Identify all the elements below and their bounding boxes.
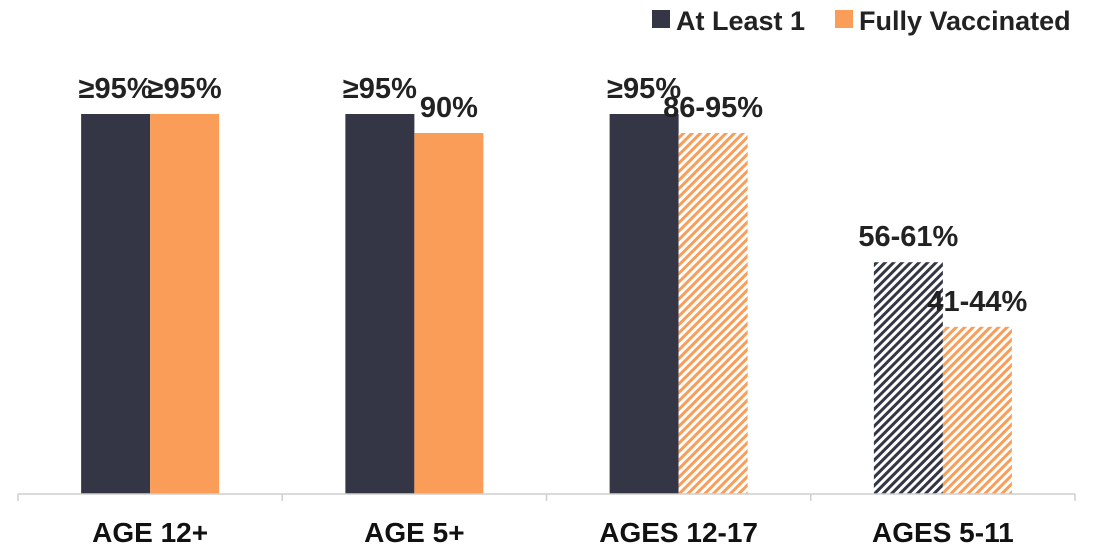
data-label-fully-vaccinated-ages-12-17: 86-95%	[663, 92, 763, 124]
data-label-at-least-1-ages-12-17: ≥95%	[607, 73, 681, 105]
legend-label-fully-vaccinated: Fully Vaccinated	[859, 6, 1071, 36]
legend-swatch-fully-vaccinated	[835, 10, 853, 28]
category-label-ages-5-11: AGES 5-11	[872, 517, 1014, 548]
legend: At Least 1 Fully Vaccinated	[652, 6, 1071, 36]
bar-fully-vaccinated-age-12	[150, 114, 220, 494]
data-label-at-least-1-ages-5-11: 56-61%	[858, 221, 958, 253]
bar-at-least-1-ages-12-17	[609, 114, 679, 494]
data-label-at-least-1-age-5: ≥95%	[343, 73, 417, 105]
x-axis-labels: AGE 12+ AGE 5+ AGES 12-17 AGES 5-11	[92, 517, 1014, 548]
category-label-age-12: AGE 12+	[92, 517, 208, 548]
data-labels: ≥95%≥95% ≥95%90%≥95%86-95%56-61%41-44%	[79, 73, 1028, 318]
bar-fully-vaccinated-age-5	[414, 133, 484, 494]
bar-group	[81, 114, 1012, 494]
bar-at-least-1-ages-5-11	[873, 262, 943, 494]
bar-fully-vaccinated-ages-5-11	[942, 326, 1012, 494]
bar-at-least-1-age-5	[345, 114, 415, 494]
legend-label-at-least-1: At Least 1	[676, 6, 805, 36]
bar-fully-vaccinated-ages-12-17	[678, 133, 748, 494]
data-label-fully-vaccinated-ages-5-11: 41-44%	[927, 286, 1027, 318]
data-label-fully-vaccinated-age-5: 90%	[420, 92, 478, 124]
category-label-ages-12-17: AGES 12-17	[599, 517, 758, 548]
data-label-at-least-1-age-12: ≥95%	[79, 73, 153, 105]
data-label-fully-vaccinated-age-12: ≥95%	[148, 73, 222, 105]
x-axis-ticks	[17, 494, 1076, 501]
bar-at-least-1-age-12	[81, 114, 151, 494]
category-label-age-5: AGE 5+	[364, 517, 464, 548]
legend-swatch-at-least-1	[652, 10, 670, 28]
